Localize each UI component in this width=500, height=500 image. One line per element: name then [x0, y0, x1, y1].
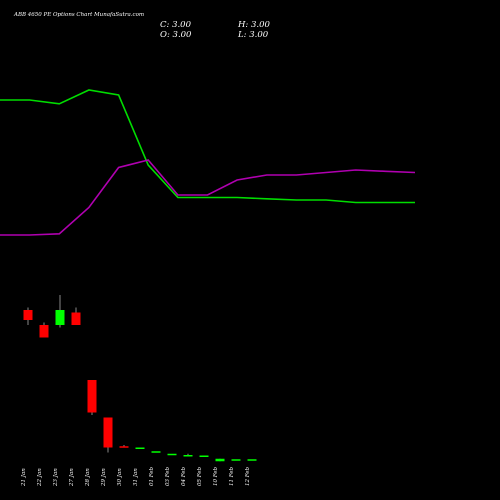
candle-body: [183, 455, 193, 457]
x-tick-label: 05 Feb: [197, 466, 203, 486]
series-line-1: [0, 89, 415, 204]
x-tick-label: 23 Jan: [53, 468, 59, 487]
candle-31-jan: [135, 447, 145, 449]
candle-body: [151, 451, 161, 453]
chart-title: ABB 4650 PE Options Chart MunafaSutra.co…: [13, 12, 144, 18]
candle-body: [199, 455, 209, 457]
x-tick-label: 27 Jan: [69, 468, 75, 487]
series-line-2: [0, 159, 416, 236]
x-axis-tick-labels: 21 Jan 22 Jan 23 Jan 27 Jan 28 Jan 29 Jan 30 J…: [21, 466, 251, 487]
candle-10-feb: [215, 458, 225, 462]
candle-30-jan: [119, 445, 129, 448]
candle-03-feb: [167, 453, 177, 456]
x-tick-label: 10 Feb: [213, 466, 219, 486]
candle-body: [55, 310, 65, 325]
candle-body: [247, 459, 257, 461]
x-tick-label: 21 Jan: [21, 468, 27, 487]
candle-04-feb: [183, 453, 193, 457]
high-label: H: 3.00: [237, 20, 270, 30]
candlesticks: [23, 295, 257, 462]
close-label: C: 3.00: [160, 20, 192, 30]
x-tick-label: 04 Feb: [181, 466, 187, 486]
x-tick-label: 31 Jan: [133, 468, 139, 486]
candle-body: [39, 325, 49, 338]
candle-05-feb: [199, 455, 209, 457]
candle-12-feb: [247, 459, 257, 461]
candle-body: [215, 458, 225, 462]
candle-body: [167, 453, 177, 456]
x-tick-label: 22 Jan: [37, 468, 43, 487]
x-tick-label: 29 Jan: [101, 468, 107, 487]
candle-body: [231, 459, 241, 461]
candle-28-jan: [87, 380, 97, 415]
candle-body: [71, 312, 81, 325]
low-label: L: 3.00: [237, 30, 269, 40]
candle-27-jan: [71, 307, 81, 325]
x-tick-label: 01 Feb: [149, 466, 155, 486]
candle-body: [23, 310, 33, 320]
candle-01-feb: [151, 451, 161, 453]
x-tick-label: 12 Feb: [245, 466, 251, 486]
candle-11-feb: [231, 459, 241, 461]
open-label: O: 3.00: [160, 30, 192, 40]
candle-body: [119, 446, 129, 448]
indicator-lines: [0, 89, 416, 236]
candle-body: [103, 417, 113, 448]
x-tick-label: 03 Feb: [165, 466, 171, 486]
x-tick-label: 11 Feb: [229, 466, 235, 486]
x-tick-label: 28 Jan: [85, 468, 91, 487]
candle-21-jan: [23, 307, 33, 325]
candle-23-jan: [55, 295, 65, 328]
candle-22-jan: [39, 322, 49, 338]
candle-body: [135, 447, 145, 449]
candle-body: [87, 380, 97, 413]
candle-29-jan: [103, 417, 113, 453]
x-tick-label: 30 Jan: [117, 468, 123, 486]
